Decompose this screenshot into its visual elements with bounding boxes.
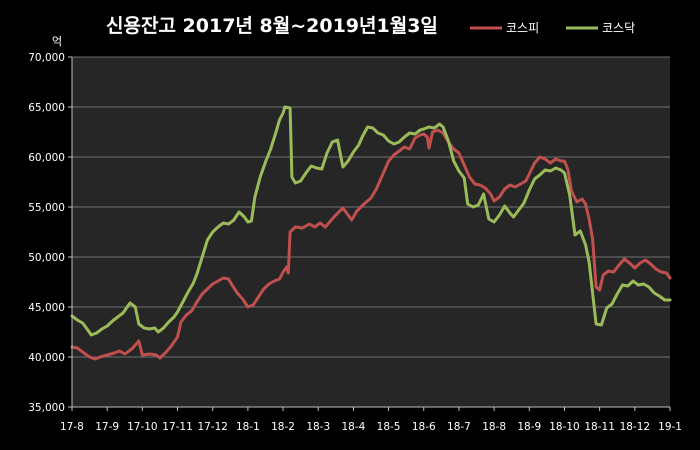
y-tick-label: 55,000 [28, 202, 65, 214]
kospi-line [70, 128, 672, 361]
legend-label-kospi: 코스피 [506, 21, 539, 35]
series-lines [70, 105, 672, 361]
x-tick-label: 18-6 [412, 421, 436, 433]
y-tick-label: 35,000 [28, 402, 65, 414]
x-tick-label: 17-8 [60, 421, 84, 433]
y-axis-ticks: 35,000 40,000 45,000 50,000 55,000 60,000 65,0… [28, 52, 72, 414]
x-tick-label: 17-10 [127, 421, 158, 433]
x-tick-label: 18-5 [377, 421, 401, 433]
x-tick-label: 18-2 [271, 421, 295, 433]
x-tick-label: 18-10 [549, 421, 580, 433]
y-tick-label: 65,000 [28, 102, 65, 114]
x-tick-label: 18-3 [306, 421, 330, 433]
legend-label-kosdaq: 코스닥 [602, 21, 635, 35]
y-tick-label: 70,000 [28, 52, 65, 64]
y-tick-label: 45,000 [28, 302, 65, 314]
x-tick-label: 17-9 [95, 421, 119, 433]
y-tick-label: 60,000 [28, 152, 65, 164]
x-tick-label: 19-1 [658, 421, 682, 433]
y-tick-label: 40,000 [28, 352, 65, 364]
x-tick-label: 18-7 [447, 421, 471, 433]
gridlines [72, 56, 670, 358]
y-axis-unit-label: 억 [52, 35, 62, 48]
legend: 코스피 코스닥 [470, 21, 635, 35]
x-tick-label: 18-1 [236, 421, 260, 433]
x-tick-label: 18-12 [620, 421, 651, 433]
y-tick-label: 50,000 [28, 252, 65, 264]
x-axis-ticks: 17-8 17-9 17-10 17-11 17-12 18-1 18-2 18-3 18-4 1… [60, 407, 682, 433]
chart-title: 신용잔고 2017년 8월~2019년1월3일 [106, 15, 438, 37]
kosdaq-line [70, 105, 672, 337]
x-tick-label: 18-11 [584, 421, 615, 433]
x-tick-label: 18-8 [482, 421, 506, 433]
x-tick-label: 18-9 [517, 421, 541, 433]
plot-area [72, 57, 670, 407]
x-tick-label: 18-4 [341, 421, 365, 433]
x-tick-label: 17-12 [197, 421, 228, 433]
x-tick-label: 17-11 [162, 421, 193, 433]
